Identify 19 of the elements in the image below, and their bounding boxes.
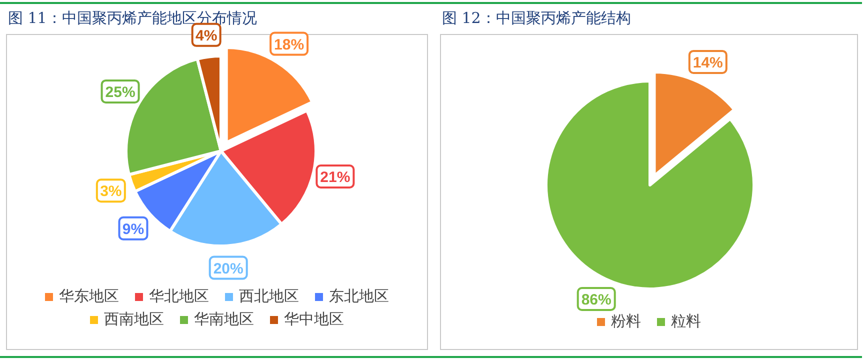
data-label: 20% (213, 260, 244, 278)
legend-label: 华北地区 (148, 287, 209, 306)
data-label: 4% (195, 27, 218, 44)
legend-label: 华东地区 (58, 287, 119, 306)
legend-label: 粉料 (610, 312, 641, 331)
legend-label: 粒料 (670, 312, 701, 331)
legend-label: 西南地区 (103, 310, 164, 329)
legend-label: 华南地区 (193, 310, 254, 329)
data-label: 14% (692, 54, 723, 72)
data-label: 86% (581, 292, 612, 309)
data-label: 3% (100, 183, 122, 200)
legend-label: 东北地区 (328, 287, 389, 306)
legend-label: 西北地区 (238, 287, 299, 306)
legend-label: 华中地区 (283, 310, 344, 329)
data-label: 18% (274, 36, 304, 54)
data-label: 25% (105, 84, 136, 101)
data-label: 9% (122, 220, 144, 238)
chart-title: 图 12：中国聚丙烯产能结构 (442, 9, 631, 28)
data-label: 21% (320, 169, 350, 186)
